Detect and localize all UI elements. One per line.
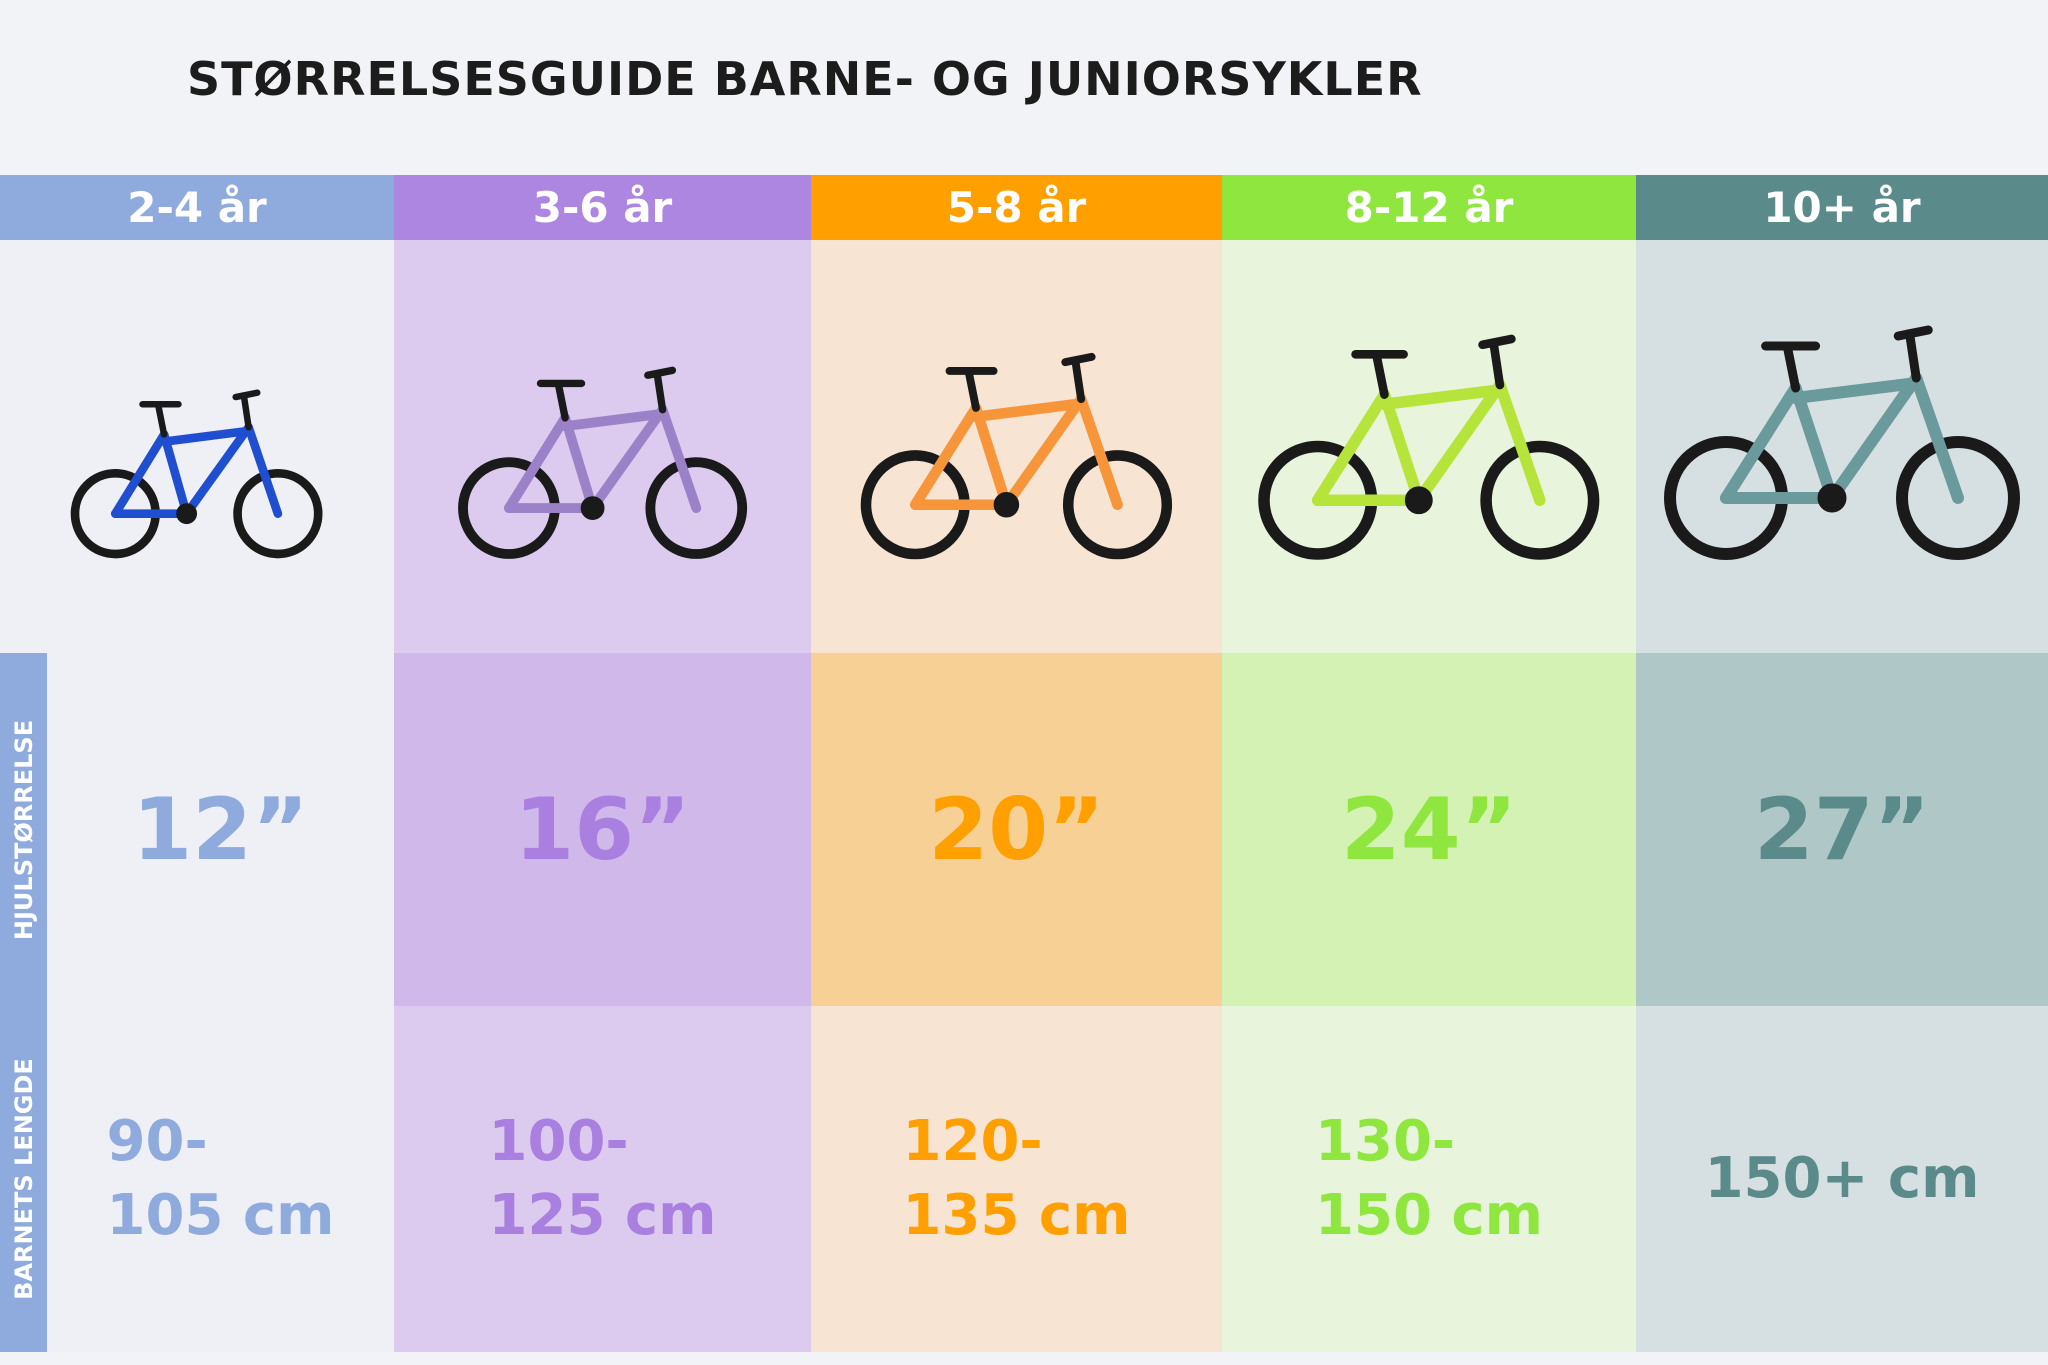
side-label: HJULSTØRRELSE xyxy=(9,719,38,940)
length-text: 100- 125 cm xyxy=(489,1105,717,1253)
bike-cell xyxy=(1222,240,1636,653)
side-label-box: HJULSTØRRELSE xyxy=(0,653,47,1006)
length-cell: 90- 105 cm xyxy=(0,1006,394,1352)
length-line: 105 cm xyxy=(106,1183,335,1248)
wheel-size: 12” xyxy=(0,653,394,1006)
wheel-size: 27” xyxy=(1636,653,2048,1006)
length-line: 100- xyxy=(488,1109,629,1174)
wheel-size: 16” xyxy=(394,653,811,1006)
length-line: 135 cm xyxy=(902,1183,1131,1248)
length-text: 150+ cm xyxy=(1705,1142,1980,1216)
bike-cell xyxy=(394,240,811,653)
side-label-box: BARNETS LENGDE xyxy=(0,1006,47,1352)
age-header: 8-12 år xyxy=(1222,175,1636,240)
length-cell: 100- 125 cm xyxy=(394,1006,811,1352)
bike xyxy=(1258,334,1600,560)
length-line: 120- xyxy=(902,1109,1043,1174)
length-text: 90- 105 cm xyxy=(107,1105,335,1253)
length-line: 130- xyxy=(1315,1109,1456,1174)
bike xyxy=(71,388,323,558)
bike-cell xyxy=(811,240,1222,653)
bike-cell xyxy=(0,240,394,653)
length-line: 125 cm xyxy=(488,1183,717,1248)
wheel-size: 20” xyxy=(811,653,1222,1006)
bike xyxy=(457,366,748,559)
age-header: 5-8 år xyxy=(811,175,1222,240)
size-column: 2-4 år 12” 90- 105 cm xyxy=(0,175,394,1352)
bike xyxy=(1664,325,2020,560)
size-column: 5-8 år 20” 120- 135 cm xyxy=(811,175,1222,1352)
length-line: 150 cm xyxy=(1315,1183,1543,1248)
length-cell: 130- 150 cm xyxy=(1222,1006,1636,1352)
length-text: 130- 150 cm xyxy=(1315,1105,1543,1253)
age-header: 3-6 år xyxy=(394,175,811,240)
length-line: 150+ cm xyxy=(1704,1146,1980,1211)
bike-cell xyxy=(1636,240,2048,653)
side-label: BARNETS LENGDE xyxy=(9,1058,38,1300)
age-header: 2-4 år xyxy=(0,175,394,240)
length-line: 90- xyxy=(106,1109,208,1174)
size-column: 10+ år 27” 150+ cm xyxy=(1636,175,2048,1352)
length-cell: 120- 135 cm xyxy=(811,1006,1222,1352)
title: STØRRELSESGUIDE BARNE- OG JUNIORSYKLER xyxy=(187,52,1423,106)
age-header: 10+ år xyxy=(1636,175,2048,240)
bike xyxy=(860,352,1173,559)
length-text: 120- 135 cm xyxy=(903,1105,1131,1253)
size-column: 3-6 år 16” 100- 125 cm xyxy=(394,175,811,1352)
length-cell: 150+ cm xyxy=(1636,1006,2048,1352)
wheel-size: 24” xyxy=(1222,653,1636,1006)
size-column: 8-12 år 24” 130- 150 cm xyxy=(1222,175,1636,1352)
